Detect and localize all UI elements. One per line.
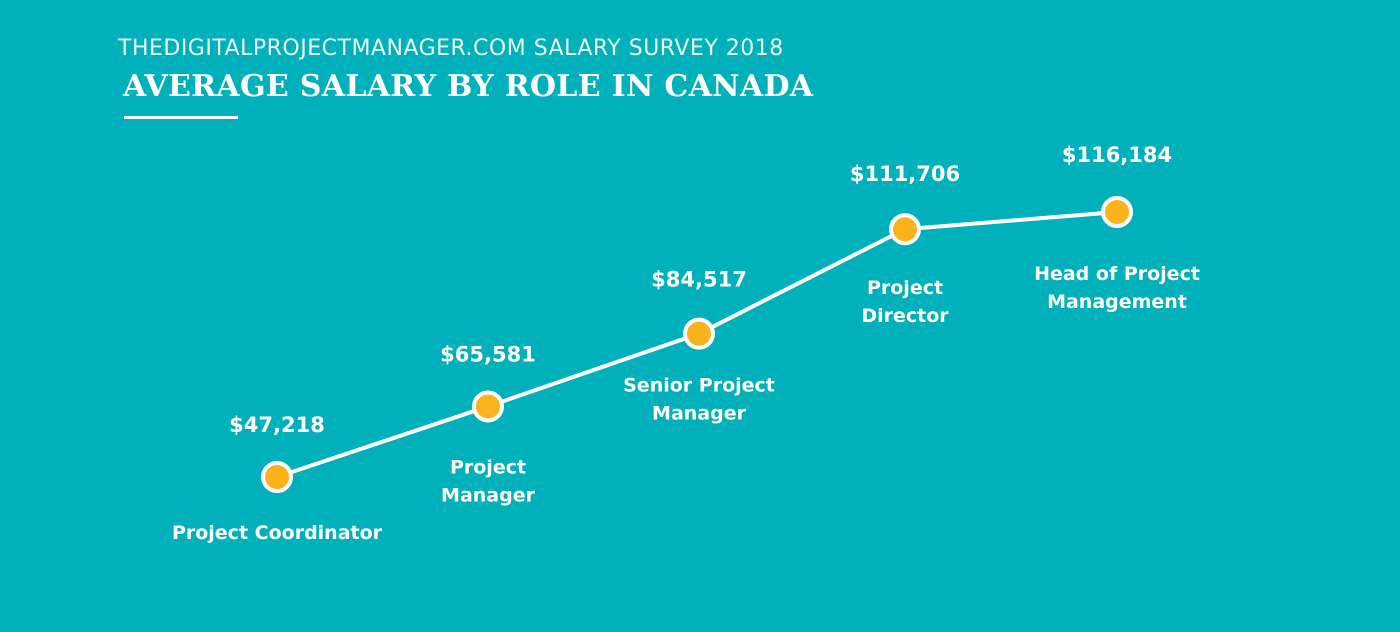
chart-title: AVERAGE SALARY BY ROLE IN CANADA: [123, 69, 814, 104]
category-label: Project Coordinator: [172, 522, 383, 544]
data-value-label: $84,517: [651, 268, 747, 292]
category-label-line: Project Coordinator: [172, 522, 383, 544]
category-label: Project Manager: [441, 456, 536, 506]
data-value-label: $111,706: [850, 162, 960, 186]
data-point-marker: [261, 461, 293, 493]
chart-header: THEDIGITALPROJECTMANAGER.COM SALARY SURV…: [118, 36, 813, 119]
data-point-marker: [472, 390, 504, 423]
category-label: Senior Project Manager: [623, 375, 775, 425]
category-label-line: Manager: [441, 484, 536, 506]
category-label-line: Project: [450, 456, 526, 478]
category-label: Head of Project Management: [1034, 263, 1200, 313]
data-point-marker: [683, 317, 715, 350]
chart-subtitle: THEDIGITALPROJECTMANAGER.COM SALARY SURV…: [118, 36, 784, 61]
title-underline: [124, 116, 238, 119]
category-label-line: Senior Project: [623, 375, 775, 397]
category-label-line: Project: [867, 277, 943, 299]
category-label-line: Management: [1047, 291, 1187, 313]
data-point-marker: [889, 213, 921, 246]
data-value-label: $65,581: [440, 342, 536, 366]
data-value-label: $116,184: [1062, 143, 1172, 167]
category-label-line: Head of Project: [1034, 263, 1200, 285]
data-point-marker: [1101, 196, 1133, 228]
category-label: Project Director: [861, 277, 949, 327]
category-label-line: Manager: [652, 403, 747, 425]
data-value-label: $47,218: [229, 413, 325, 437]
category-label-line: Director: [861, 305, 949, 327]
